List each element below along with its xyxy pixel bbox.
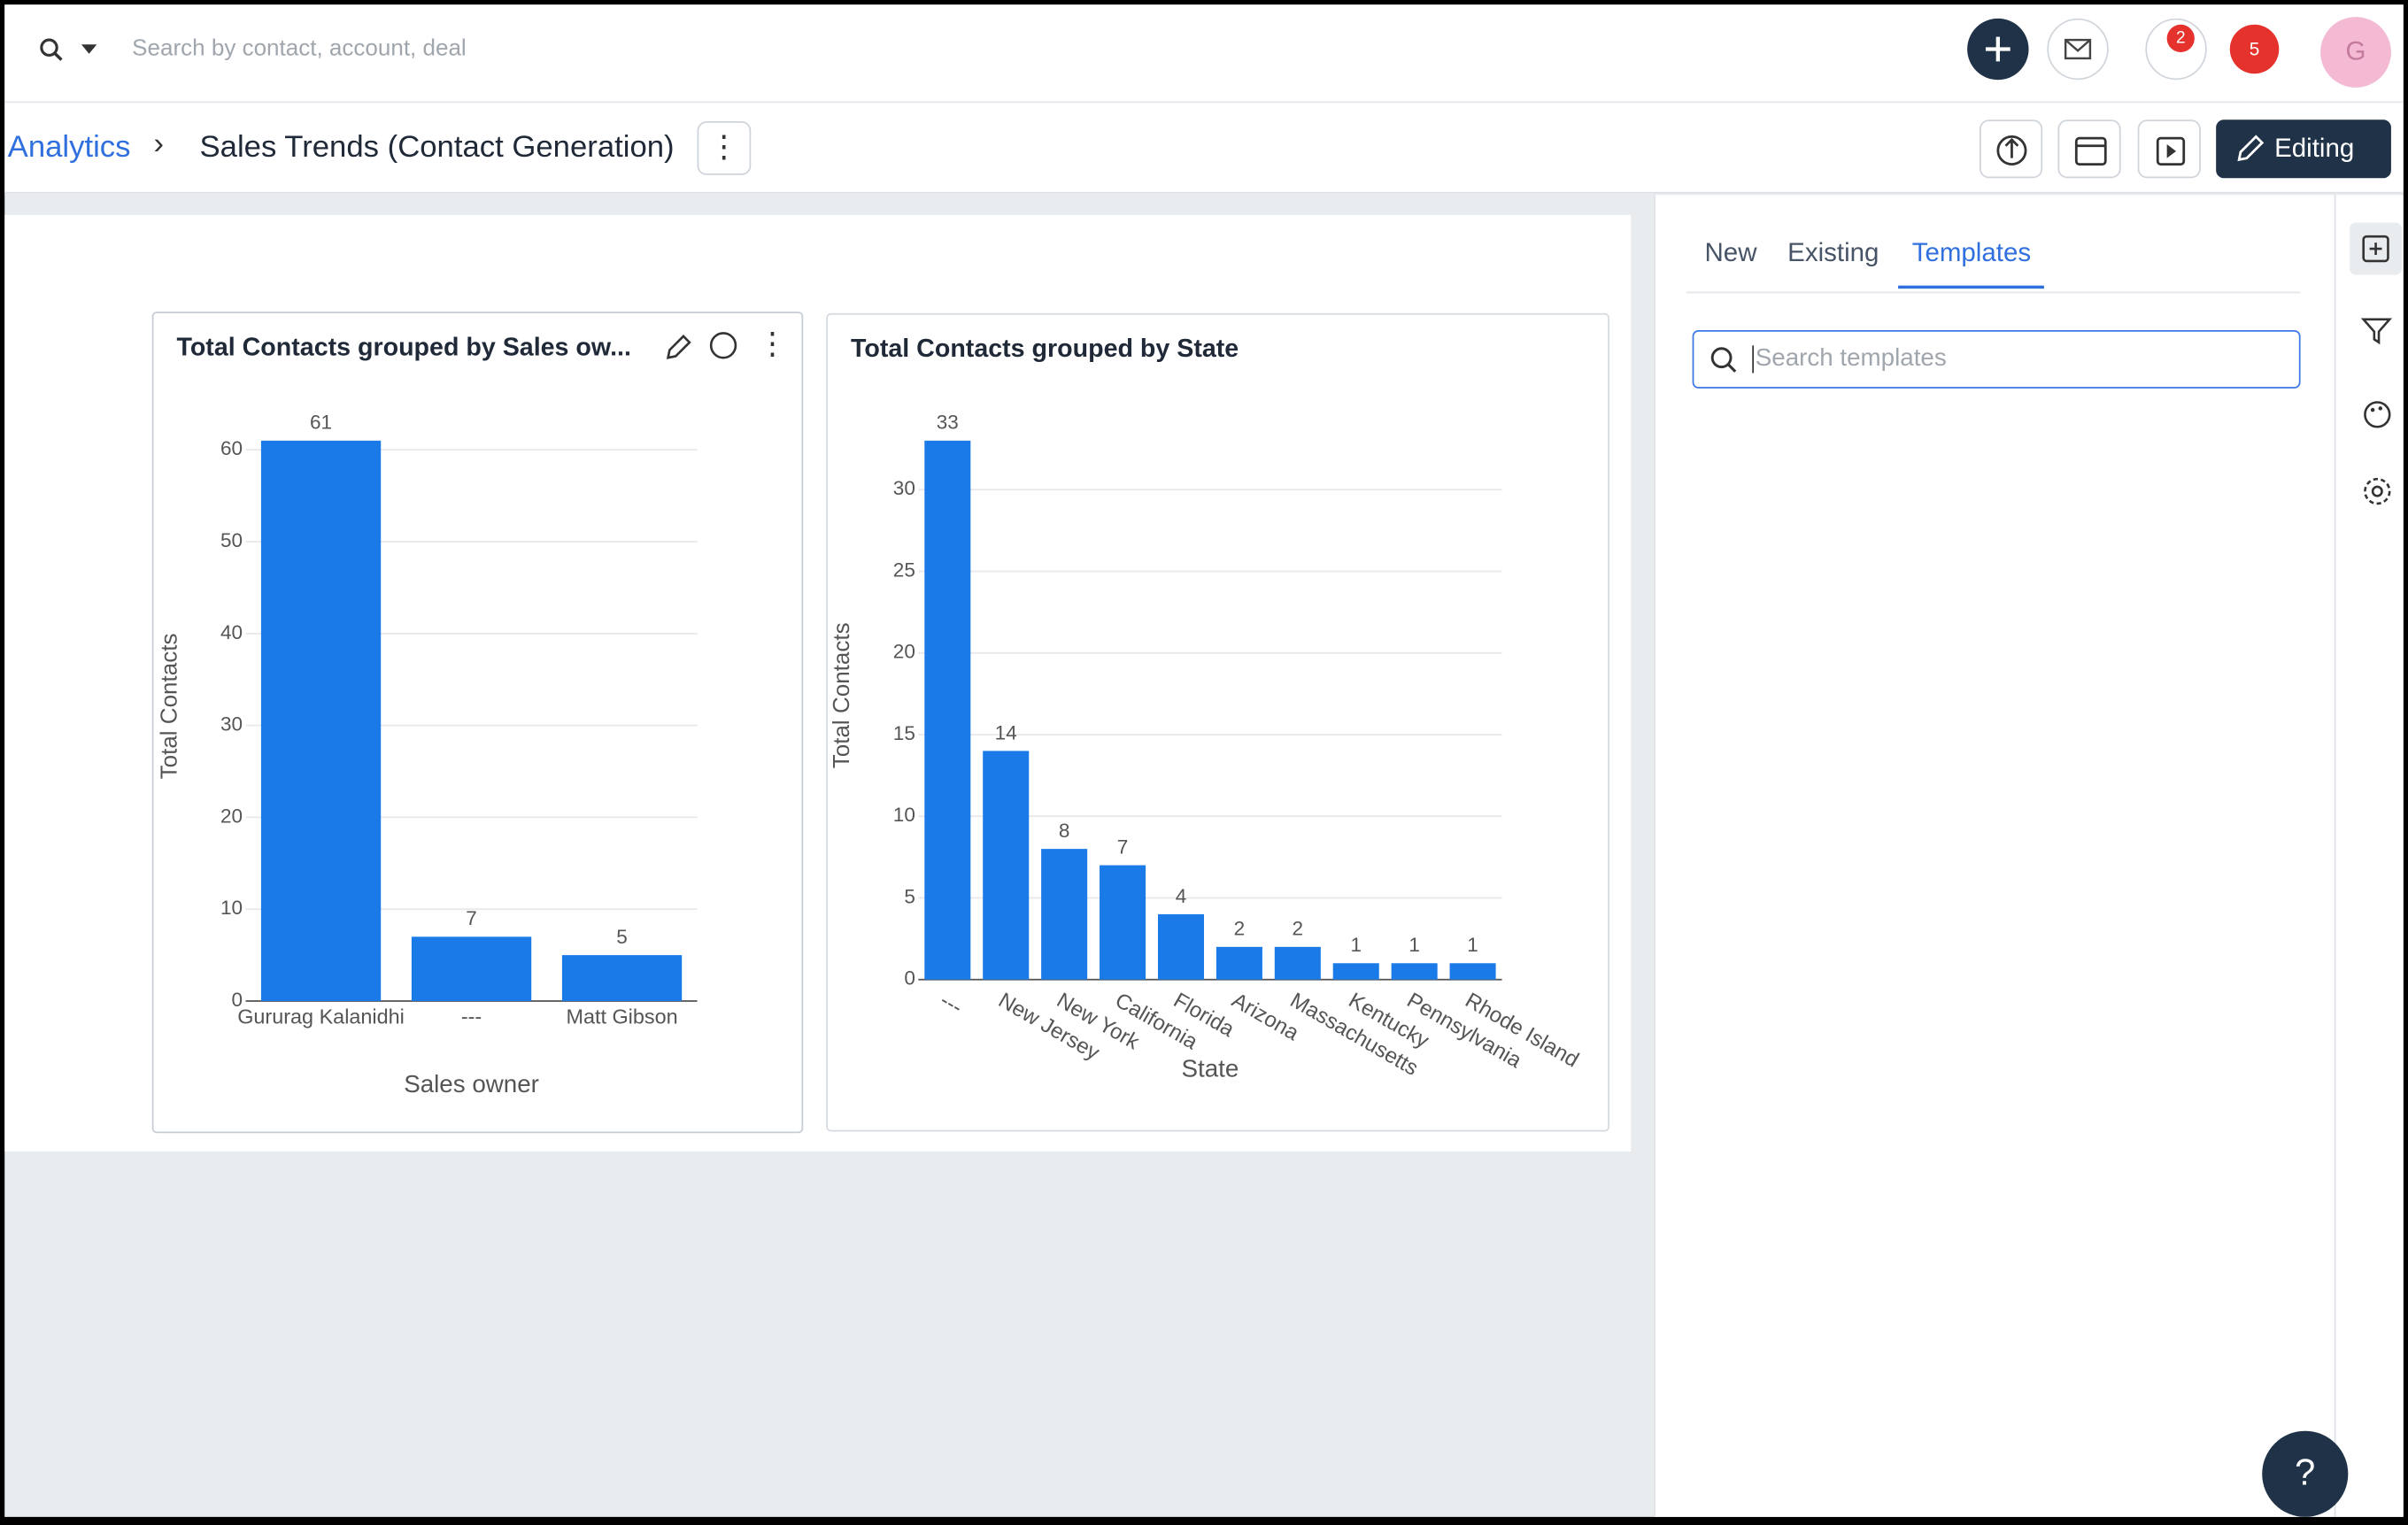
bar [1157,913,1205,980]
badge[interactable]: 5 [2229,24,2280,74]
y-tick-label: 25 [893,558,915,581]
schedule-button[interactable] [2057,119,2121,179]
help-button[interactable]: ? [2262,1430,2349,1517]
breadcrumb-sep: › [153,127,165,162]
page-title: Sales Trends (Contact Generation) [199,130,675,165]
tab[interactable]: Existing [1787,237,1879,267]
value-label: 7 [466,907,477,929]
present-button[interactable] [2137,119,2201,179]
bar [561,955,683,1002]
search-icon[interactable] [38,35,112,69]
x-axis-label: Sales owner [404,1070,539,1098]
chart-card[interactable]: Total Contacts grouped by State 0 5 10 15 20 2… [826,312,1609,1132]
button-label: Editing [2274,133,2355,163]
y-tick-label: 20 [893,641,915,663]
bar [260,440,382,1002]
y-tick-label: 40 [220,621,243,643]
y-tick-label: 10 [220,897,243,919]
tab-divider [1686,291,2301,294]
y-tick-label: 30 [220,713,243,736]
y-tick-label: 0 [904,967,915,990]
bar [1449,963,1496,980]
chart-title: Total Contacts grouped by Sales ow... [176,333,630,361]
chart-card[interactable]: Total Contacts grouped by Sales ow... ⋮ 0 1… [151,312,804,1134]
add-button[interactable] [1967,18,2029,81]
y-tick-label: 15 [893,722,915,744]
value-label: 4 [1176,885,1187,907]
y-tick-label: 60 [220,437,243,459]
y-axis-label: Total Contacts [155,634,181,780]
y-tick-label: 20 [220,805,243,827]
bar [1274,946,1321,980]
bar [1100,865,1146,980]
breadcrumb-bar: Analytics › Sales Trends (Contact Genera… [4,103,2404,194]
value-label: 1 [1467,934,1478,956]
theme-icon[interactable] [2360,397,2394,431]
value-label: 7 [1117,836,1129,858]
badge: 2 [2166,24,2195,52]
bar [1216,946,1262,980]
y-tick-label: 10 [893,804,915,826]
more-button[interactable]: ⋮ [697,121,752,175]
value-label: 61 [310,412,332,434]
y-tick-label: 5 [904,885,915,907]
filter-icon[interactable] [2360,315,2394,349]
y-tick-label: 50 [220,529,243,551]
icon-rail [2334,195,2404,1517]
value-label: 2 [1293,918,1304,940]
breadcrumb-link[interactable]: Analytics [7,130,131,165]
value-label: 2 [1234,918,1246,940]
y-tick-label: 0 [232,989,243,1011]
x-tick-label: Matt Gibson [566,1005,677,1028]
value-label: 1 [1350,934,1362,956]
editing-button[interactable]: Editing [2216,119,2391,179]
value-label: 33 [937,412,959,434]
bar [1332,963,1379,980]
bar [924,440,971,980]
x-axis-label: State [1182,1054,1239,1082]
chart: Total Contacts grouped by State 0 5 10 15 20 2… [828,335,1583,1082]
settings-icon[interactable] [2360,474,2394,508]
value-label: 1 [1409,934,1420,956]
x-tick-label: --- [936,989,967,1021]
chart: Total Contacts grouped by Sales ow... ⋮ 0 1… [155,327,788,1098]
y-axis-label: Total Contacts [828,622,854,768]
add-widget-icon[interactable] [2350,222,2403,275]
search-input[interactable]: Search by contact, account, deal [132,35,467,62]
bar [983,751,1030,980]
more-icon: ⋮ [757,327,788,360]
value-label: 8 [1059,820,1070,842]
side-panel: New Existing Templates Search templates [1654,195,2335,1517]
edit-icon [666,335,691,359]
share-button[interactable] [1980,119,2043,179]
top-bar: Search by contact, account, deal 2 5 G [4,4,2404,104]
x-tick-label: --- [461,1005,482,1028]
x-tick-label: Gururag Kalanidhi [237,1005,405,1028]
mail-button[interactable] [2047,18,2109,81]
chart-title: Total Contacts grouped by State [851,335,1239,363]
value-label: 5 [616,926,628,948]
bar [411,936,532,1002]
bar [1391,963,1438,980]
template-search[interactable]: Search templates [1692,329,2301,389]
canvas: Total Contacts grouped by Sales ow... ⋮ 0 1… [4,214,1632,1152]
y-tick-label: 30 [893,477,915,499]
tab[interactable]: Templates [1898,238,2045,289]
tab[interactable]: New [1704,237,1757,267]
avatar[interactable]: G [2320,17,2391,88]
value-label: 14 [995,721,1017,743]
search-placeholder: Search templates [1752,345,1947,374]
bar [1041,849,1088,980]
theme-icon [709,332,737,359]
app: Search by contact, account, deal 2 5 G A… [4,4,2404,1517]
